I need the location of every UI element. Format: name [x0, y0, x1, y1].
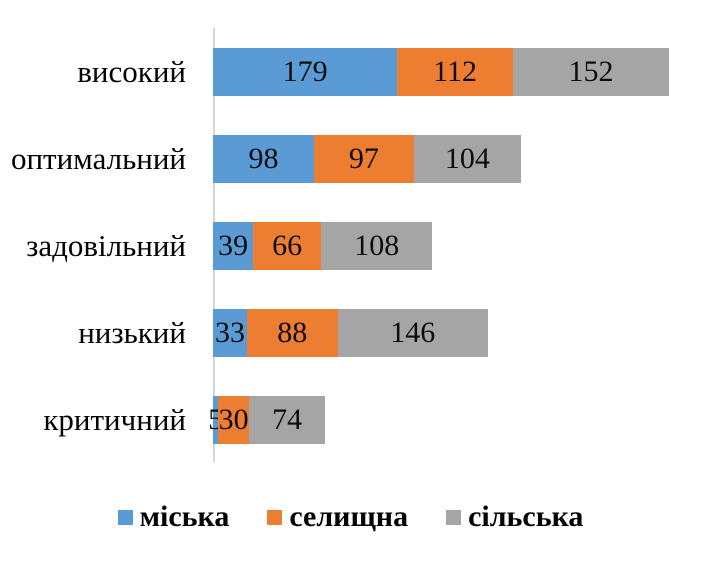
- legend-swatch-icon: [267, 509, 283, 525]
- stacked-bar: 39 66 108: [213, 221, 433, 270]
- legend-item-селищна: селищна: [267, 502, 408, 532]
- chart-row: низький 33 88 146: [0, 289, 701, 376]
- plot-area: високий 179 112 152 оптимальний 98 97 104 задові…: [0, 28, 701, 463]
- stacked-bar: 179 112 152: [213, 47, 670, 96]
- bar-segment-селищна: 66: [253, 221, 322, 270]
- bar-segment-селищна: 112: [397, 47, 513, 96]
- stacked-bar: 98 97 104: [213, 134, 521, 183]
- chart-row: критичний 5 30 74: [0, 376, 701, 463]
- bar-segment-сільська: 104: [413, 134, 521, 183]
- chart-row: оптимальний 98 97 104: [0, 115, 701, 202]
- bar-segment-селищна: 88: [246, 308, 338, 357]
- bar-segment-міська: 98: [213, 134, 314, 183]
- category-label: високий: [77, 54, 186, 89]
- bar-segment-селищна: 30: [218, 395, 250, 444]
- bar-segment-міська: 39: [213, 221, 254, 270]
- stacked-bar: 5 30 74: [208, 395, 326, 444]
- category-label: критичний: [43, 402, 186, 437]
- legend-label: міська: [139, 500, 230, 533]
- bar-segment-міська: 33: [213, 308, 247, 357]
- stacked-bar: 33 88 146: [213, 308, 488, 357]
- chart-row: високий 179 112 152: [0, 28, 701, 115]
- chart-legend: міська селищна сільська: [0, 502, 701, 532]
- legend-item-міська: міська: [117, 500, 230, 533]
- legend-label: селищна: [289, 500, 409, 533]
- bar-segment-сільська: 108: [321, 221, 433, 270]
- bar-segment-сільська: 146: [337, 308, 488, 357]
- legend-label: сільська: [468, 500, 584, 533]
- category-label: оптимальний: [10, 141, 186, 176]
- bar-segment-міська: 179: [213, 47, 398, 96]
- legend-swatch-icon: [117, 509, 133, 525]
- chart-row: задовільний 39 66 108: [0, 202, 701, 289]
- legend-swatch-icon: [446, 509, 462, 525]
- legend-item-сільська: сільська: [446, 502, 583, 532]
- bar-segment-сільська: 74: [249, 395, 326, 444]
- bar-segment-селищна: 97: [313, 134, 414, 183]
- category-label: низький: [78, 315, 186, 350]
- bar-segment-сільська: 152: [512, 47, 670, 96]
- category-label: задовільний: [26, 228, 186, 263]
